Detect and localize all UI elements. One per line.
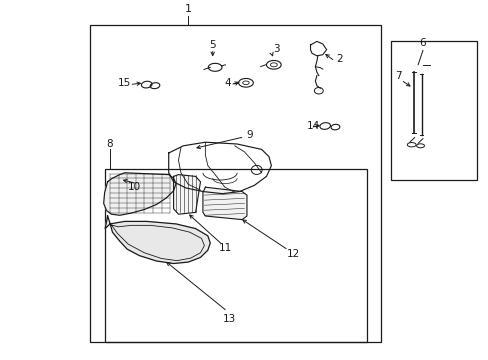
Text: 13: 13 [223,314,236,324]
Text: 7: 7 [394,71,401,81]
Text: 9: 9 [245,130,252,140]
Bar [390,41,476,180]
Polygon shape [173,175,200,214]
Bar [105,169,366,342]
Bar [90,25,381,342]
Text: 6: 6 [419,38,426,48]
Text: 15: 15 [118,78,131,88]
Text: 4: 4 [224,78,230,88]
Text: 8: 8 [106,139,113,149]
Text: 1: 1 [184,4,191,14]
Polygon shape [203,187,246,220]
Polygon shape [103,173,176,215]
Text: 10: 10 [128,182,141,192]
Text: 2: 2 [336,54,343,64]
Text: 12: 12 [286,249,300,259]
Text: 14: 14 [305,121,319,131]
Text: 3: 3 [272,44,279,54]
Text: 5: 5 [209,40,216,50]
Polygon shape [105,216,210,264]
Text: 11: 11 [218,243,231,253]
